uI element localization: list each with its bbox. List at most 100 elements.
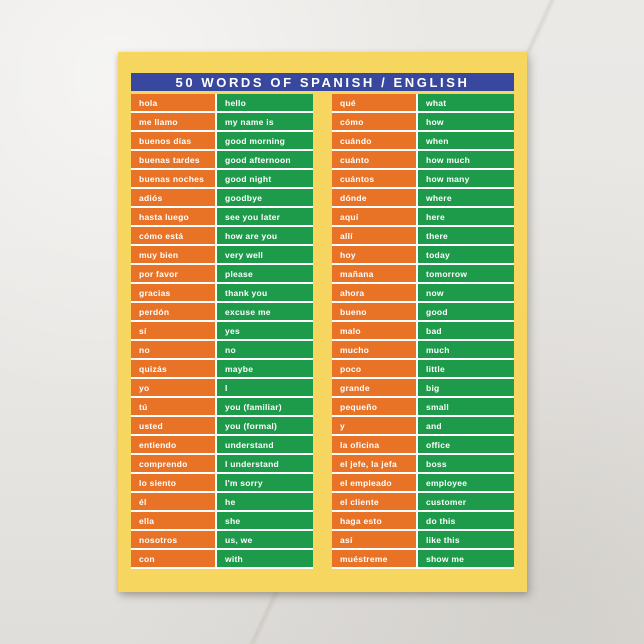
- spanish-word: el jefe, la jefa: [340, 458, 397, 469]
- word-row: dónde where: [332, 189, 514, 208]
- english-word: maybe: [225, 363, 254, 374]
- word-row: cómo está how are you: [131, 227, 313, 246]
- spanish-word: con: [139, 553, 155, 564]
- english-word: today: [426, 249, 450, 260]
- spanish-word: malo: [340, 325, 361, 336]
- english-cell: good: [416, 303, 514, 320]
- word-row: hola hello: [131, 94, 313, 113]
- word-row: el jefe, la jefa boss: [332, 455, 514, 474]
- word-row: mucho much: [332, 341, 514, 360]
- spanish-cell: tú: [131, 398, 215, 415]
- english-cell: I'm sorry: [215, 474, 313, 491]
- spanish-word: hoy: [340, 249, 356, 260]
- english-cell: big: [416, 379, 514, 396]
- spanish-word: entiendo: [139, 439, 177, 450]
- english-cell: much: [416, 341, 514, 358]
- spanish-cell: hasta luego: [131, 208, 215, 225]
- word-row: poco little: [332, 360, 514, 379]
- spanish-word: grande: [340, 382, 370, 393]
- english-word: what: [426, 97, 447, 108]
- english-cell: what: [416, 94, 514, 111]
- spanish-cell: lo siento: [131, 474, 215, 491]
- word-column-left: hola hello me llamo my name is buenos dí…: [131, 94, 313, 569]
- english-word: tomorrow: [426, 268, 468, 279]
- word-row: aquí here: [332, 208, 514, 227]
- spanish-cell: cómo está: [131, 227, 215, 244]
- spanish-cell: cómo: [332, 113, 416, 130]
- vocab-table: hola hello me llamo my name is buenos dí…: [131, 94, 514, 569]
- english-word: I understand: [225, 458, 280, 469]
- spanish-cell: buenas tardes: [131, 151, 215, 168]
- spanish-word: ella: [139, 515, 155, 526]
- spanish-word: cuándo: [340, 135, 372, 146]
- word-row: buenos días good morning: [131, 132, 313, 151]
- spanish-word: perdón: [139, 306, 170, 317]
- spanish-word: lo siento: [139, 477, 177, 488]
- spanish-word: y: [340, 420, 345, 431]
- word-row: no no: [131, 341, 313, 360]
- word-row: por favor please: [131, 265, 313, 284]
- postcard: 50 WORDS OF SPANISH / ENGLISH hola hello…: [118, 52, 527, 592]
- english-word: here: [426, 211, 445, 222]
- english-cell: with: [215, 550, 313, 567]
- word-row: ahora now: [332, 284, 514, 303]
- english-cell: she: [215, 512, 313, 529]
- english-word: very well: [225, 249, 264, 260]
- english-word: no: [225, 344, 236, 355]
- spanish-word: el cliente: [340, 496, 379, 507]
- english-cell: my name is: [215, 113, 313, 130]
- english-word: employee: [426, 477, 468, 488]
- word-row: bueno good: [332, 303, 514, 322]
- word-row: lo siento I'm sorry: [131, 474, 313, 493]
- english-word: little: [426, 363, 445, 374]
- english-word: where: [426, 192, 452, 203]
- english-cell: maybe: [215, 360, 313, 377]
- spanish-cell: entiendo: [131, 436, 215, 453]
- spanish-word: gracias: [139, 287, 171, 298]
- english-word: goodbye: [225, 192, 263, 203]
- english-word: my name is: [225, 116, 274, 127]
- spanish-cell: cuántos: [332, 170, 416, 187]
- english-word: much: [426, 344, 450, 355]
- spanish-cell: usted: [131, 417, 215, 434]
- english-word: how many: [426, 173, 470, 184]
- spanish-cell: allí: [332, 227, 416, 244]
- spanish-cell: quizás: [131, 360, 215, 377]
- word-row: gracias thank you: [131, 284, 313, 303]
- english-cell: I understand: [215, 455, 313, 472]
- word-row: hoy today: [332, 246, 514, 265]
- word-row: el cliente customer: [332, 493, 514, 512]
- english-cell: do this: [416, 512, 514, 529]
- spanish-cell: cuándo: [332, 132, 416, 149]
- spanish-cell: no: [131, 341, 215, 358]
- english-cell: he: [215, 493, 313, 510]
- english-cell: good afternoon: [215, 151, 313, 168]
- spanish-cell: grande: [332, 379, 416, 396]
- spanish-word: yo: [139, 382, 150, 393]
- spanish-word: así: [340, 534, 353, 545]
- english-cell: how many: [416, 170, 514, 187]
- spanish-cell: ella: [131, 512, 215, 529]
- spanish-cell: perdón: [131, 303, 215, 320]
- english-cell: how: [416, 113, 514, 130]
- english-word: she: [225, 515, 241, 526]
- spanish-word: muéstreme: [340, 553, 388, 564]
- word-row: él he: [131, 493, 313, 512]
- word-row: malo bad: [332, 322, 514, 341]
- spanish-word: mañana: [340, 268, 374, 279]
- spanish-cell: con: [131, 550, 215, 567]
- spanish-cell: me llamo: [131, 113, 215, 130]
- spanish-word: la oficina: [340, 439, 380, 450]
- english-cell: yes: [215, 322, 313, 339]
- spanish-cell: y: [332, 417, 416, 434]
- english-cell: you (formal): [215, 417, 313, 434]
- word-row: usted you (formal): [131, 417, 313, 436]
- spanish-cell: muéstreme: [332, 550, 416, 567]
- word-row: yo I: [131, 379, 313, 398]
- spanish-word: tú: [139, 401, 148, 412]
- english-cell: small: [416, 398, 514, 415]
- english-cell: here: [416, 208, 514, 225]
- english-word: see you later: [225, 211, 281, 222]
- english-cell: there: [416, 227, 514, 244]
- english-word: good afternoon: [225, 154, 291, 165]
